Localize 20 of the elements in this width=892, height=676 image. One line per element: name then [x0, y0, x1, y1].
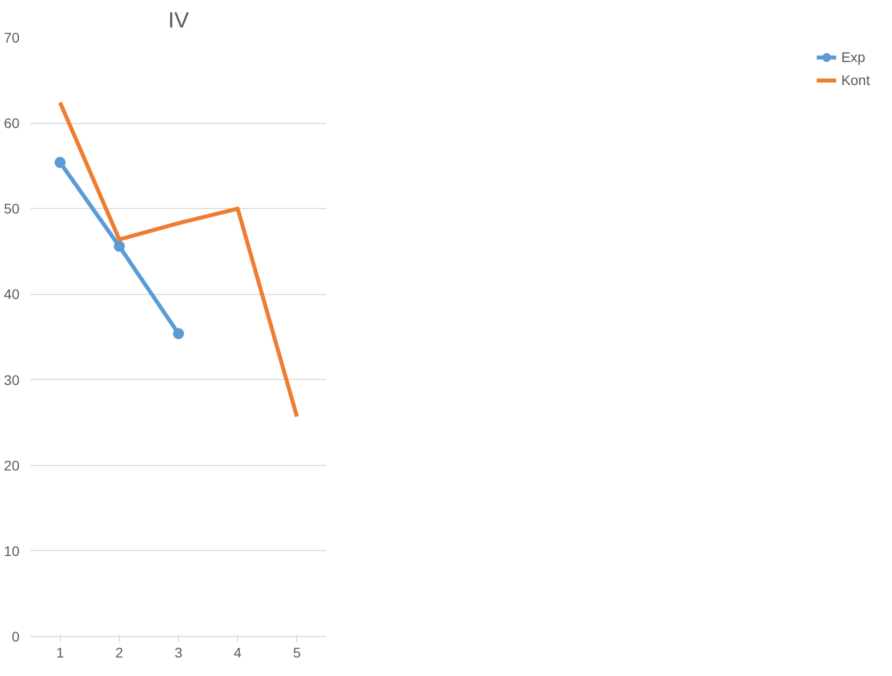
legend-label: Kont [841, 72, 870, 88]
y-tick-label: 50 [4, 200, 20, 217]
x-tick-label: 3 [174, 644, 183, 660]
x-tick-label: 1 [56, 644, 64, 660]
x-tick-label: 5 [293, 644, 302, 660]
point [114, 240, 125, 252]
legend-label: Exp [841, 49, 866, 65]
point [54, 156, 66, 168]
y-tick-label: 40 [4, 286, 20, 302]
y-tick-label: 10 [4, 542, 20, 559]
y-tick-label: 0 [12, 628, 20, 644]
point [173, 328, 184, 340]
y-tick-label: 20 [4, 457, 20, 474]
y-tick-label: 30 [4, 372, 20, 388]
x-tick-label: 2 [115, 644, 124, 660]
chart-title: IV [168, 8, 190, 32]
y-tick-label: 60 [4, 115, 20, 132]
y-tick-label: 70 [4, 30, 20, 46]
line-series [58, 100, 299, 419]
x-tick-label: 4 [234, 644, 242, 660]
